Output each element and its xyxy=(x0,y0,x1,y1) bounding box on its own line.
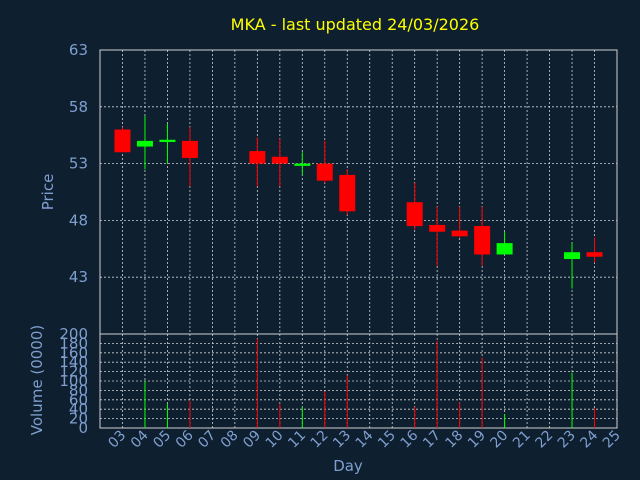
candle-body xyxy=(181,140,198,158)
day-axis-label: Day xyxy=(333,457,363,475)
plot-layer: 4348535863020406080100120140160180200030… xyxy=(59,41,623,451)
price-tick-label: 43 xyxy=(69,268,88,286)
day-tick-label: 07 xyxy=(195,428,219,452)
candle-body xyxy=(474,226,491,255)
volume-tick-label: 80 xyxy=(69,381,88,399)
day-tick-label: 22 xyxy=(532,428,556,452)
candle-body xyxy=(271,156,288,164)
candle-body xyxy=(406,202,423,227)
day-tick-label: 23 xyxy=(555,428,579,452)
candle-body xyxy=(114,129,131,153)
candle-body xyxy=(249,151,266,164)
candle-body xyxy=(496,243,513,255)
volume-tick-label: 180 xyxy=(59,334,88,352)
price-tick-label: 53 xyxy=(69,155,88,173)
day-tick-label: 24 xyxy=(577,427,601,451)
day-tick-label: 09 xyxy=(240,428,264,452)
day-tick-label: 08 xyxy=(218,428,242,452)
day-tick-label: 04 xyxy=(128,427,152,451)
volume-tick-label: 20 xyxy=(69,410,88,428)
volume-tick-label: 40 xyxy=(69,400,88,418)
day-tick-label: 12 xyxy=(308,428,332,452)
volume-tick-label: 160 xyxy=(59,344,88,362)
day-tick-label: 16 xyxy=(398,427,422,451)
candle-body xyxy=(294,163,311,166)
price-tick-label: 63 xyxy=(69,41,88,59)
volume-tick-label: 0 xyxy=(78,419,88,437)
volume-tick-label: 100 xyxy=(59,372,88,390)
day-tick-label: 20 xyxy=(488,428,512,452)
price-tick-label: 48 xyxy=(69,211,88,229)
candle-body xyxy=(316,163,333,181)
day-tick-label: 19 xyxy=(465,428,489,452)
chart-title: MKA - last updated 24/03/2026 xyxy=(231,15,480,34)
day-tick-label: 13 xyxy=(330,428,354,452)
day-tick-label: 15 xyxy=(375,428,399,452)
day-tick-label: 05 xyxy=(150,428,174,452)
volume-tick-label: 200 xyxy=(59,325,88,343)
candle-body xyxy=(339,174,356,212)
candle-body xyxy=(451,230,468,237)
candle-body xyxy=(429,224,446,232)
day-tick-label: 03 xyxy=(105,428,129,452)
day-tick-label: 17 xyxy=(420,428,444,452)
candle-body xyxy=(564,252,581,260)
day-tick-label: 06 xyxy=(173,427,197,451)
candle-body xyxy=(136,140,153,147)
day-tick-label: 25 xyxy=(600,428,624,452)
day-tick-label: 10 xyxy=(263,428,287,452)
price-tick-label: 58 xyxy=(69,98,88,116)
day-tick-label: 14 xyxy=(353,427,377,451)
volume-axis-label: Volume (0000) xyxy=(28,325,46,435)
day-tick-label: 18 xyxy=(443,428,467,452)
candle-body xyxy=(586,252,603,257)
day-tick-label: 21 xyxy=(510,428,534,452)
candle-body xyxy=(159,139,176,143)
day-tick-label: 11 xyxy=(285,428,309,452)
volume-tick-label: 120 xyxy=(59,363,88,381)
volume-tick-label: 140 xyxy=(59,353,88,371)
price-plot-frame xyxy=(99,49,618,335)
volume-tick-label: 60 xyxy=(69,391,88,409)
price-axis-label: Price xyxy=(39,174,57,211)
